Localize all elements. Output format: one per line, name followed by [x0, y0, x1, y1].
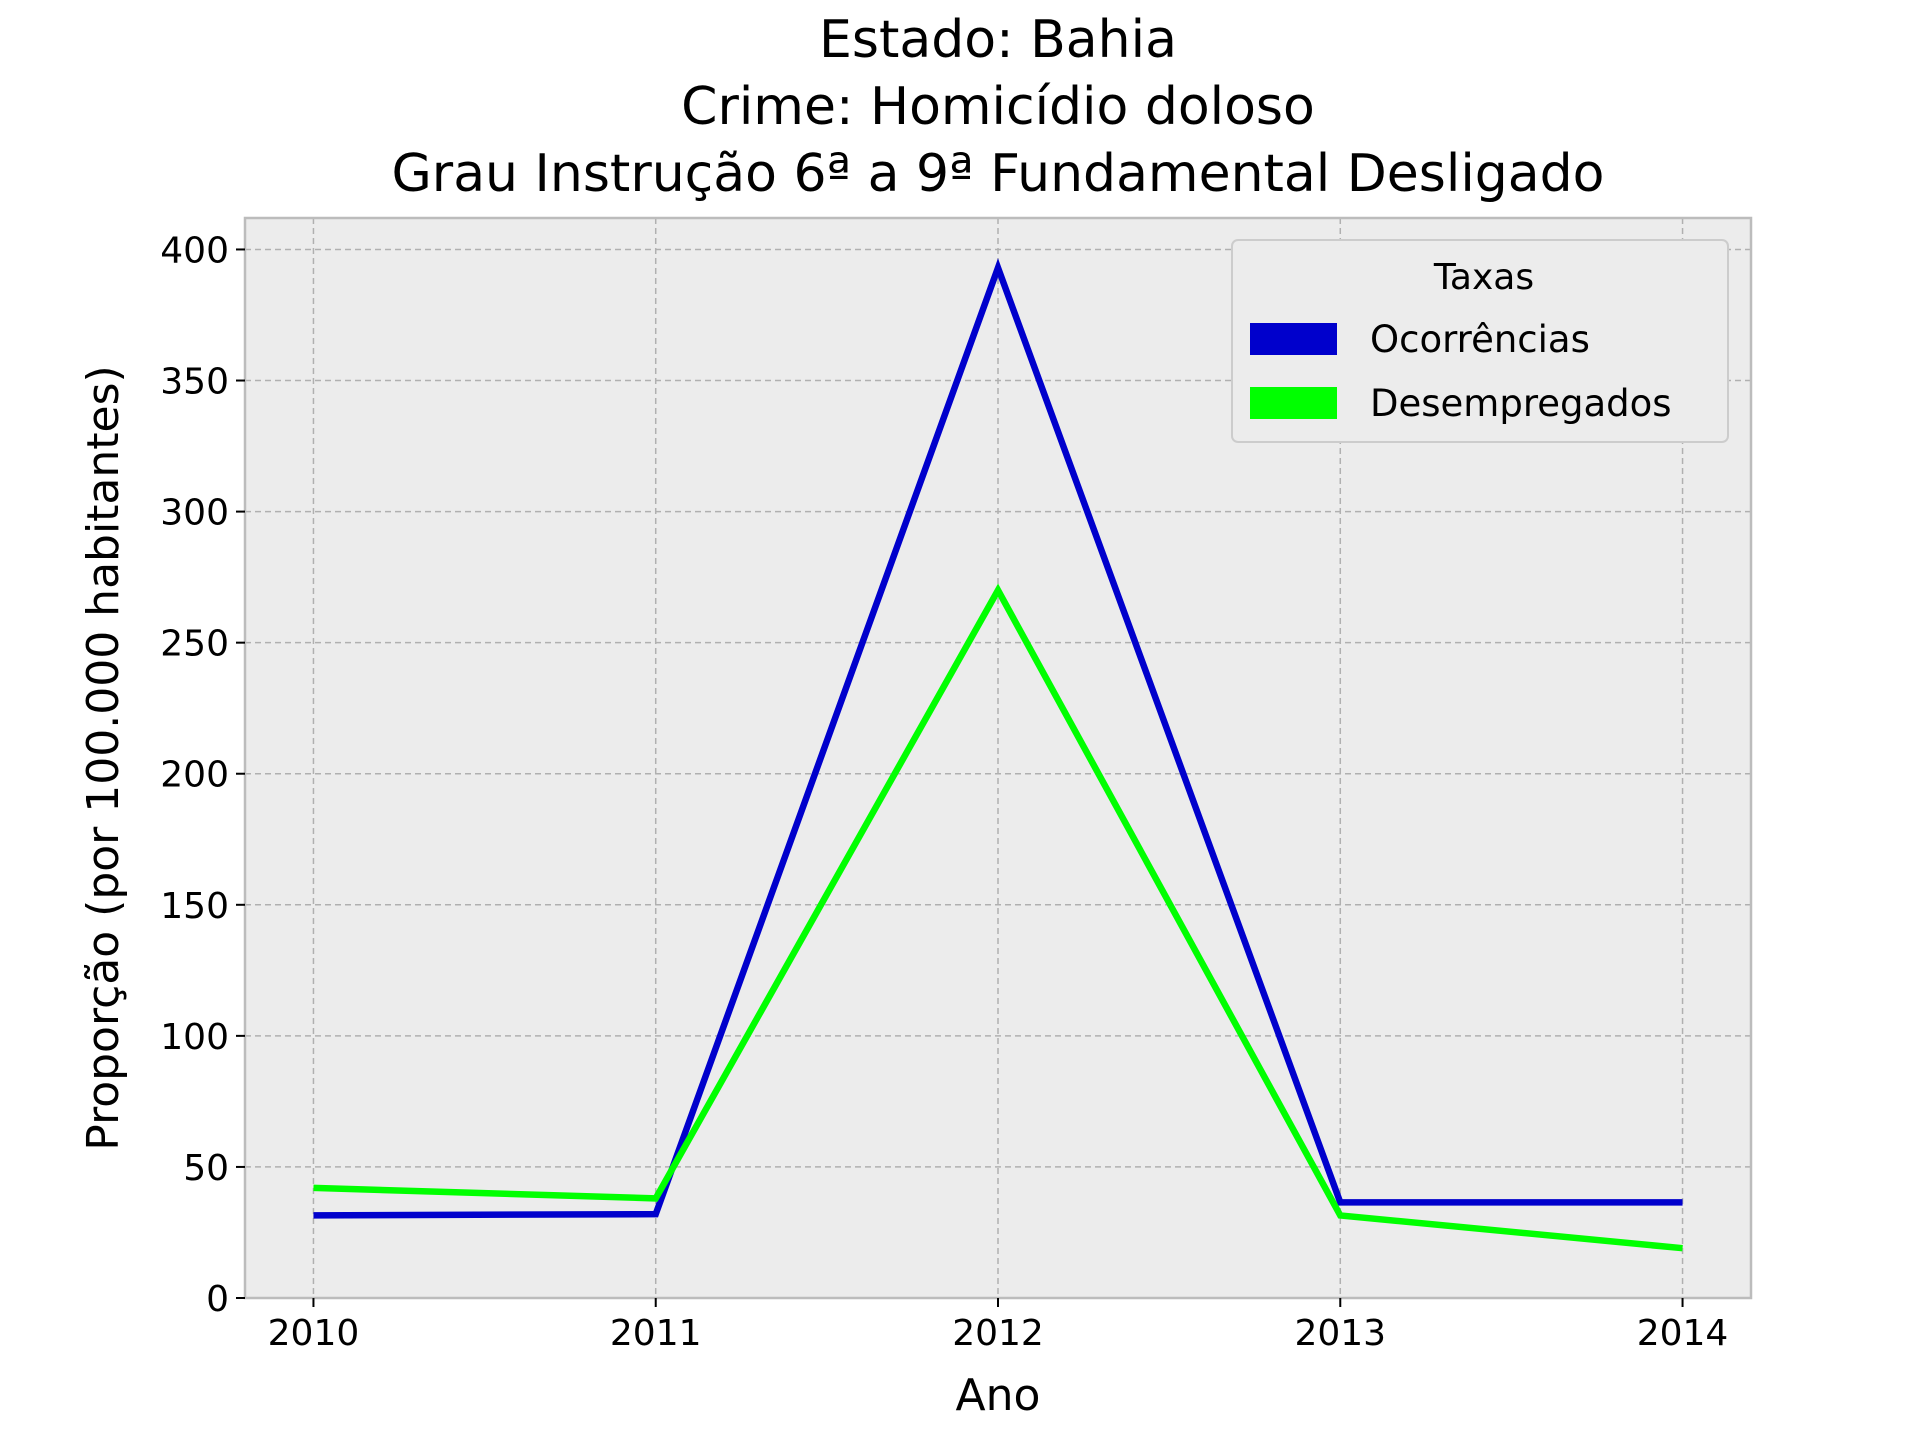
legend: Taxas Ocorrências Desempregados — [1231, 239, 1729, 443]
legend-swatch-desempregados — [1250, 387, 1337, 419]
y-tick-label: 300 — [160, 493, 229, 534]
x-tick-label: 2013 — [1294, 1313, 1386, 1354]
y-tick-label: 350 — [160, 362, 229, 403]
legend-label-desempregados: Desempregados — [1370, 382, 1672, 425]
y-tick-label: 200 — [160, 755, 229, 796]
legend-title: Taxas — [1433, 257, 1534, 298]
chart-title-line-1: Estado: Bahia — [819, 10, 1177, 70]
axis-ticks: 2010 2011 2012 2013 2014 0 50 100 150 200 250 300 35… — [160, 230, 1728, 1354]
y-tick-label: 0 — [206, 1279, 229, 1320]
x-tick-label: 2012 — [952, 1313, 1044, 1354]
y-axis-label: Proporção (por 100.000 habitantes) — [78, 365, 129, 1150]
y-tick-label: 150 — [160, 886, 229, 927]
x-axis-label: Ano — [956, 1370, 1041, 1421]
y-tick-label: 50 — [183, 1148, 229, 1189]
y-tick-label: 100 — [160, 1017, 229, 1058]
x-tick-label: 2010 — [268, 1313, 360, 1354]
y-tick-label: 250 — [160, 624, 229, 665]
chart-title-line-3: Grau Instrução 6ª a 9ª Fundamental Desli… — [392, 144, 1605, 204]
legend-box — [1231, 239, 1729, 443]
chart-title-line-2: Crime: Homicídio doloso — [681, 77, 1315, 137]
series-line-desempregados — [313, 583, 1683, 1252]
x-tick-label: 2011 — [610, 1313, 702, 1354]
x-tick-label: 2014 — [1637, 1313, 1729, 1354]
series-lines — [313, 258, 1683, 1252]
legend-label-ocorrencias: Ocorrências — [1370, 318, 1590, 361]
legend-swatch-ocorrencias — [1250, 323, 1337, 355]
grid-lines — [245, 218, 1751, 1299]
y-tick-label: 400 — [160, 230, 229, 271]
series-line-ocorrencias — [313, 258, 1683, 1219]
